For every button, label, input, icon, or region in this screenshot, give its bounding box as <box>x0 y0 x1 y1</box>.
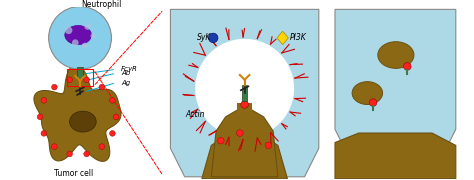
Text: Neutrophil: Neutrophil <box>81 0 121 9</box>
Circle shape <box>99 84 105 90</box>
Circle shape <box>41 98 47 103</box>
Circle shape <box>369 99 377 106</box>
Ellipse shape <box>352 82 383 105</box>
Circle shape <box>84 77 90 83</box>
Circle shape <box>72 39 79 46</box>
Circle shape <box>52 84 57 90</box>
Text: Ag: Ag <box>121 80 130 86</box>
Circle shape <box>52 144 57 149</box>
Text: SyK: SyK <box>197 33 211 42</box>
Text: Ab: Ab <box>121 70 130 76</box>
Circle shape <box>67 151 73 157</box>
Text: Tumor cell: Tumor cell <box>54 169 93 178</box>
Polygon shape <box>171 9 319 177</box>
Bar <box>242 86 247 101</box>
Polygon shape <box>335 133 456 179</box>
Text: PI3K: PI3K <box>290 33 307 42</box>
Ellipse shape <box>65 26 91 45</box>
Polygon shape <box>34 65 121 161</box>
Circle shape <box>195 39 294 138</box>
Circle shape <box>82 43 88 48</box>
Circle shape <box>65 26 73 34</box>
Polygon shape <box>202 131 287 179</box>
Polygon shape <box>277 31 288 45</box>
Ellipse shape <box>70 111 96 132</box>
Circle shape <box>209 33 218 43</box>
Bar <box>77 67 83 79</box>
Circle shape <box>113 114 119 120</box>
Circle shape <box>109 98 115 103</box>
Circle shape <box>41 130 47 136</box>
Circle shape <box>91 33 96 39</box>
Polygon shape <box>335 9 456 148</box>
Bar <box>67 69 93 86</box>
Circle shape <box>237 130 243 136</box>
Circle shape <box>67 77 73 83</box>
Circle shape <box>218 137 224 144</box>
Circle shape <box>49 6 111 69</box>
Text: FcγR: FcγR <box>121 66 138 72</box>
Circle shape <box>84 23 91 30</box>
Circle shape <box>403 63 411 70</box>
Circle shape <box>84 151 90 157</box>
Circle shape <box>241 101 248 108</box>
Circle shape <box>37 114 43 120</box>
Bar <box>237 103 252 126</box>
Circle shape <box>265 142 272 149</box>
Circle shape <box>99 144 105 149</box>
Polygon shape <box>211 105 278 177</box>
Ellipse shape <box>378 42 414 68</box>
Circle shape <box>109 130 115 136</box>
Text: Actin: Actin <box>186 109 205 118</box>
